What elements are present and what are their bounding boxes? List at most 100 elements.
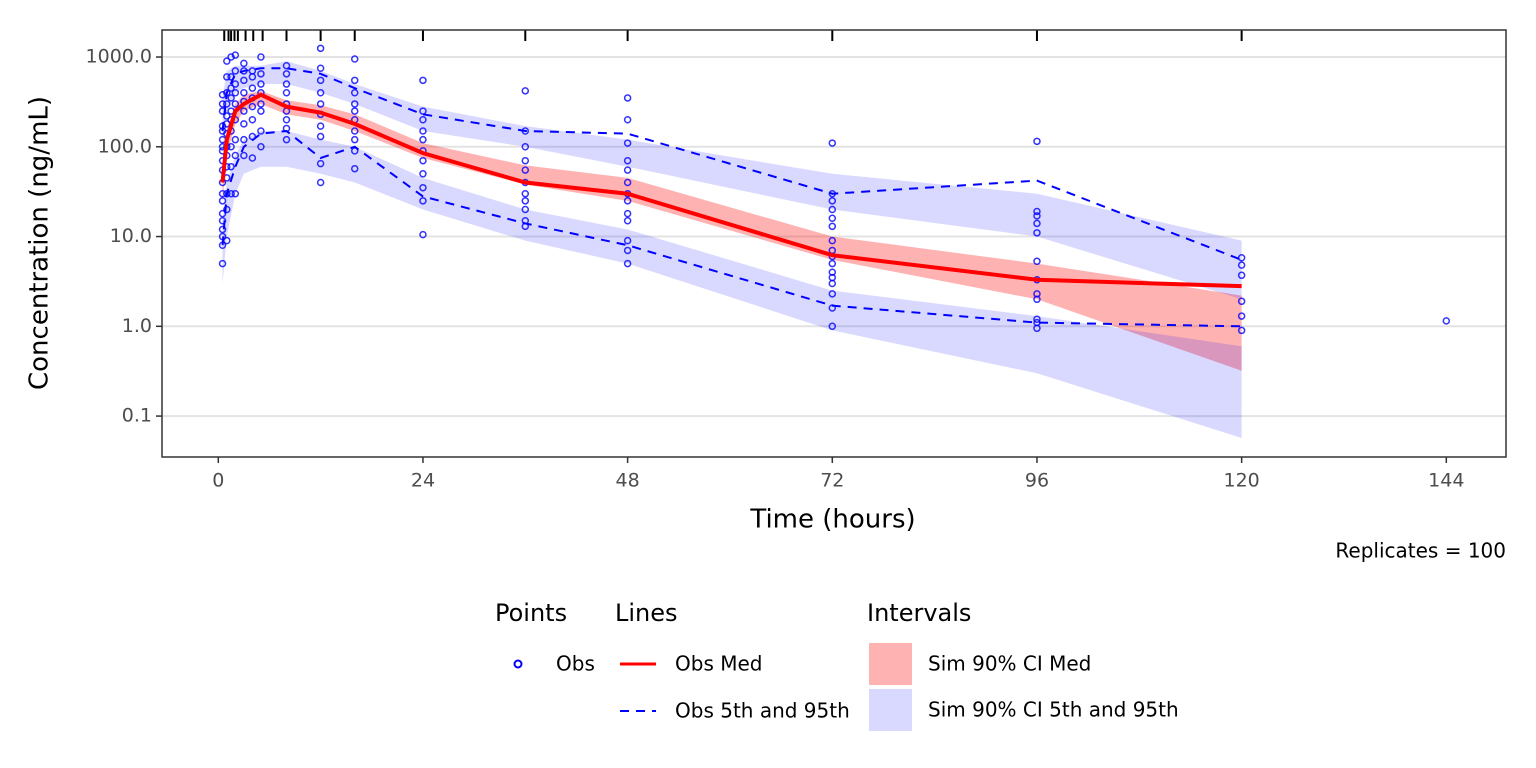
obs-point [350, 55, 359, 63]
x-tick-label: 120 [1224, 470, 1260, 492]
obs-point [828, 214, 837, 222]
obs-point [240, 107, 248, 115]
obs-point [282, 80, 291, 88]
obs-point [1237, 271, 1246, 280]
obs-point [350, 127, 359, 135]
x-tick-label: 96 [1025, 470, 1049, 492]
x-axis-title: Time (hours) [749, 505, 915, 535]
obs-point [350, 135, 359, 144]
obs-point [240, 135, 248, 144]
obs-point [623, 246, 632, 255]
y-axis-title: Concentration (ng/mL) [25, 96, 55, 390]
obs-point [828, 222, 837, 231]
plot-area: 0.1 1.0 10.0 100.0 1000.0 0 24 48 72 96 120 144 [86, 29, 1507, 492]
obs-point [227, 84, 235, 92]
obs-point [227, 189, 235, 198]
obs-percentile-line [221, 67, 1242, 261]
caption: Replicates = 100 [1335, 539, 1506, 563]
obs-point [350, 107, 359, 115]
legend-title: Lines [615, 599, 678, 627]
obs-point [623, 94, 632, 102]
obs-point [623, 166, 632, 174]
obs-point [240, 88, 248, 97]
obs-point [419, 127, 427, 135]
obs-point [350, 164, 359, 173]
y-tick-label: 1.0 [122, 315, 152, 337]
obs-point [223, 73, 231, 81]
obs-point [828, 139, 837, 147]
obs-point [257, 107, 265, 115]
obs-point [231, 151, 240, 160]
obs-point [316, 100, 325, 108]
obs-point [316, 44, 325, 53]
obs-point [231, 51, 240, 59]
x-tick-label: 0 [212, 470, 224, 492]
obs-point [223, 205, 231, 214]
obs-point [282, 88, 291, 97]
obs-point [231, 88, 240, 97]
legend-label: Obs Med [675, 652, 762, 676]
obs-point [521, 156, 530, 165]
obs-point [1033, 207, 1041, 216]
obs-point [1033, 290, 1041, 298]
y-tick-label: 0.1 [122, 405, 152, 427]
obs-point [1033, 219, 1041, 228]
obs-percentile-line [221, 129, 1242, 328]
obs-point [419, 76, 427, 85]
obs-point [218, 225, 227, 234]
obs-point [316, 178, 325, 187]
obs-point [240, 151, 248, 160]
obs-point [1442, 317, 1451, 325]
obs-median-line [220, 92, 1242, 289]
interval-band [222, 130, 1242, 438]
x-tick-label: 144 [1428, 470, 1464, 492]
panel-border [161, 29, 1507, 458]
obs-point [521, 189, 530, 198]
x-tick-label: 24 [411, 470, 435, 492]
obs-point [1033, 137, 1041, 146]
obs-point [828, 273, 837, 282]
obs-point [419, 135, 427, 144]
legend-label: Obs 5th and 95th [675, 699, 850, 723]
obs-point [623, 156, 632, 165]
obs-point [316, 64, 325, 72]
obs-point [240, 59, 248, 68]
obs-point [623, 236, 632, 245]
legend-label: Obs [556, 652, 595, 676]
obs-point [350, 100, 359, 108]
obs-point [248, 67, 257, 75]
obs-point [257, 80, 265, 88]
obs-point [257, 53, 265, 61]
obs-point [623, 116, 632, 124]
obs-point [257, 100, 265, 108]
x-tick-label: 72 [820, 470, 844, 492]
obs-point [218, 100, 227, 108]
obs-point [316, 159, 325, 168]
obs-point [316, 132, 325, 141]
obs-point [1237, 312, 1246, 320]
obs-point [257, 70, 265, 78]
obs-point [223, 100, 231, 108]
obs-point [521, 197, 530, 205]
obs-point [419, 116, 427, 124]
obs-point [282, 70, 291, 78]
obs-point [350, 88, 359, 97]
obs-point [248, 102, 257, 111]
obs-point [419, 230, 427, 239]
obs-point [828, 197, 837, 205]
obs-point [623, 197, 632, 205]
obs-point [419, 197, 427, 205]
obs-point [419, 107, 427, 115]
obs-point [828, 259, 837, 268]
obs-point [218, 197, 227, 205]
obs-point [231, 135, 240, 144]
obs-point [1237, 261, 1246, 269]
y-tick-label: 100.0 [98, 135, 152, 157]
obs-point [1033, 229, 1041, 237]
obs-point [828, 205, 837, 214]
obs-point [828, 268, 837, 277]
obs-point [248, 84, 257, 92]
obs-point [419, 183, 427, 192]
obs-point [231, 100, 240, 108]
